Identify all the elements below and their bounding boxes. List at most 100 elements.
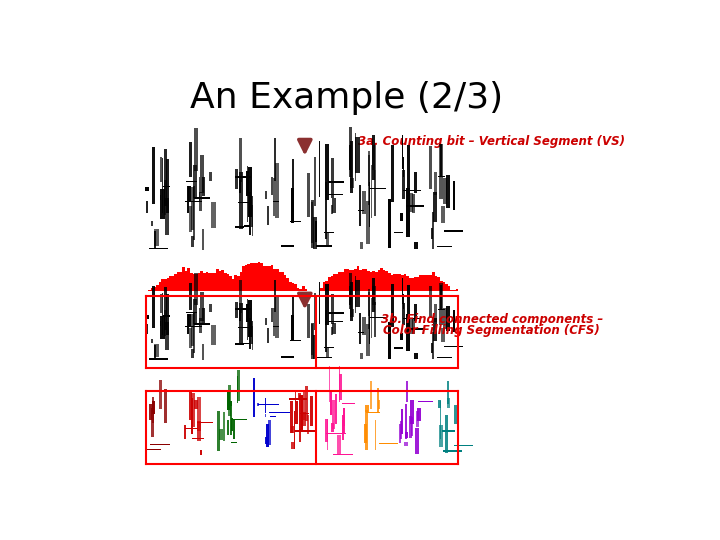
Bar bbox=[154, 344, 158, 357]
Bar bbox=[349, 273, 352, 309]
Bar bbox=[234, 275, 237, 292]
Bar bbox=[145, 295, 459, 368]
Bar bbox=[394, 347, 403, 348]
Bar bbox=[389, 322, 391, 359]
Bar bbox=[252, 327, 253, 350]
Bar bbox=[282, 272, 284, 292]
Bar bbox=[197, 397, 201, 431]
Bar bbox=[239, 172, 243, 228]
Bar bbox=[342, 403, 354, 404]
Bar bbox=[325, 144, 329, 200]
Bar bbox=[331, 423, 334, 433]
Bar bbox=[400, 213, 403, 221]
Bar bbox=[149, 358, 168, 360]
Bar bbox=[189, 390, 192, 420]
Bar bbox=[407, 285, 410, 326]
Bar bbox=[411, 417, 413, 436]
Bar bbox=[145, 391, 459, 464]
Bar bbox=[246, 303, 249, 322]
Bar bbox=[235, 168, 238, 190]
Bar bbox=[194, 127, 199, 171]
Bar bbox=[338, 366, 340, 402]
Bar bbox=[191, 187, 194, 230]
Bar bbox=[327, 419, 328, 450]
Bar bbox=[239, 280, 242, 313]
Bar bbox=[431, 228, 433, 239]
Bar bbox=[355, 137, 359, 173]
Bar bbox=[145, 449, 161, 450]
Bar bbox=[266, 423, 269, 447]
Bar bbox=[413, 242, 418, 249]
Bar bbox=[418, 401, 433, 402]
Bar bbox=[159, 282, 161, 292]
Bar bbox=[238, 327, 252, 328]
Bar bbox=[240, 180, 241, 193]
Bar bbox=[271, 308, 274, 322]
Bar bbox=[370, 272, 372, 292]
Bar bbox=[152, 286, 155, 328]
Bar bbox=[438, 284, 443, 325]
Bar bbox=[209, 305, 212, 312]
Bar bbox=[341, 272, 343, 292]
Bar bbox=[186, 181, 197, 182]
Bar bbox=[415, 428, 419, 454]
Bar bbox=[274, 178, 275, 216]
Bar bbox=[333, 322, 336, 334]
Bar bbox=[328, 277, 330, 292]
Bar bbox=[164, 389, 166, 423]
Bar bbox=[446, 306, 450, 331]
Bar bbox=[163, 315, 170, 317]
Bar bbox=[200, 156, 204, 193]
Bar bbox=[367, 271, 370, 292]
Bar bbox=[264, 437, 268, 443]
Bar bbox=[287, 279, 289, 292]
Bar bbox=[402, 302, 405, 325]
Bar bbox=[454, 406, 458, 424]
Bar bbox=[150, 404, 152, 420]
Bar bbox=[331, 327, 333, 335]
Bar bbox=[211, 325, 215, 345]
Bar bbox=[434, 172, 437, 195]
Bar bbox=[263, 266, 266, 292]
Bar bbox=[267, 206, 269, 225]
Bar bbox=[189, 206, 192, 232]
Bar bbox=[268, 420, 271, 444]
Bar bbox=[231, 419, 247, 421]
Bar bbox=[447, 397, 451, 408]
Bar bbox=[197, 422, 213, 423]
Bar bbox=[406, 314, 410, 351]
Bar bbox=[145, 291, 148, 292]
Bar bbox=[244, 342, 251, 345]
Bar bbox=[364, 424, 366, 443]
Bar bbox=[274, 308, 275, 336]
Bar bbox=[412, 194, 415, 213]
Bar bbox=[273, 201, 279, 202]
Bar bbox=[437, 357, 452, 358]
Bar bbox=[328, 321, 343, 322]
Bar bbox=[281, 356, 294, 358]
Bar bbox=[206, 272, 208, 292]
Bar bbox=[331, 205, 333, 214]
Bar bbox=[456, 289, 459, 292]
Bar bbox=[289, 282, 292, 292]
Bar bbox=[314, 293, 316, 330]
Bar bbox=[251, 321, 253, 344]
Bar bbox=[431, 343, 433, 353]
Bar bbox=[400, 421, 402, 439]
Bar bbox=[418, 408, 421, 421]
Bar bbox=[383, 270, 385, 292]
Bar bbox=[422, 275, 424, 292]
Bar bbox=[319, 141, 320, 197]
Bar bbox=[161, 279, 164, 292]
Bar bbox=[224, 273, 227, 292]
Bar bbox=[328, 366, 330, 402]
Bar bbox=[289, 398, 307, 400]
Text: An Example (2/3): An Example (2/3) bbox=[190, 82, 503, 116]
Bar bbox=[440, 281, 443, 292]
Bar bbox=[401, 275, 404, 292]
Bar bbox=[417, 278, 419, 292]
Bar bbox=[311, 323, 315, 359]
Bar bbox=[292, 315, 294, 341]
Bar bbox=[371, 298, 372, 338]
Bar bbox=[443, 282, 445, 292]
